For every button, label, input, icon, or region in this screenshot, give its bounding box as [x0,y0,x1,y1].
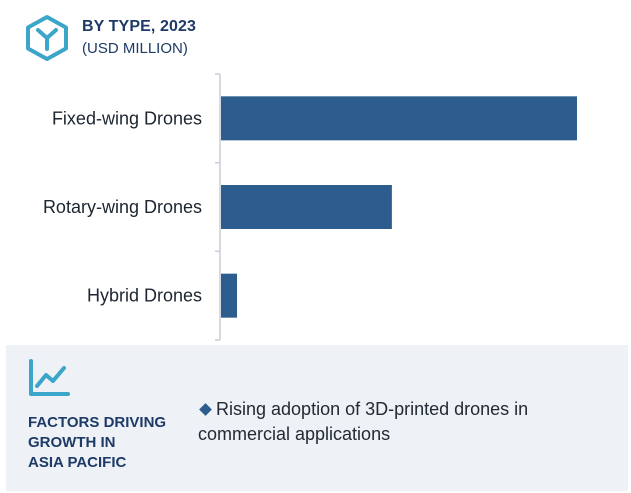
factor-text: Rising adoption of 3D-printed drones in … [198,399,529,444]
factors-heading: FACTORS DRIVING GROWTH IN ASIA PACIFIC [28,413,208,473]
factors-heading-line: FACTORS DRIVING [28,414,167,431]
chart-subtitle: (USD MILLION) [82,40,188,57]
factors-heading-line: ASIA PACIFIC [28,454,127,471]
bar [221,96,577,141]
category-label: Hybrid Drones [87,286,202,306]
bar [221,185,392,229]
factor-bullet: Rising adoption of 3D-printed drones in … [198,397,618,447]
category-label: Rotary-wing Drones [43,197,202,217]
trend-chart-icon [29,359,70,396]
hexagon-y-icon [26,15,68,61]
bar-chart: Fixed-wing Drones Rotary-wing Drones Hybri… [43,73,577,341]
factors-panel: FACTORS DRIVING GROWTH IN ASIA PACIFIC R… [6,345,628,491]
diamond-bullet-icon [199,402,212,416]
chart-title: BY TYPE, 2023 [82,18,196,35]
category-label: Fixed-wing Drones [52,108,202,128]
bar [221,273,238,318]
factors-heading-line: GROWTH IN [28,434,116,451]
